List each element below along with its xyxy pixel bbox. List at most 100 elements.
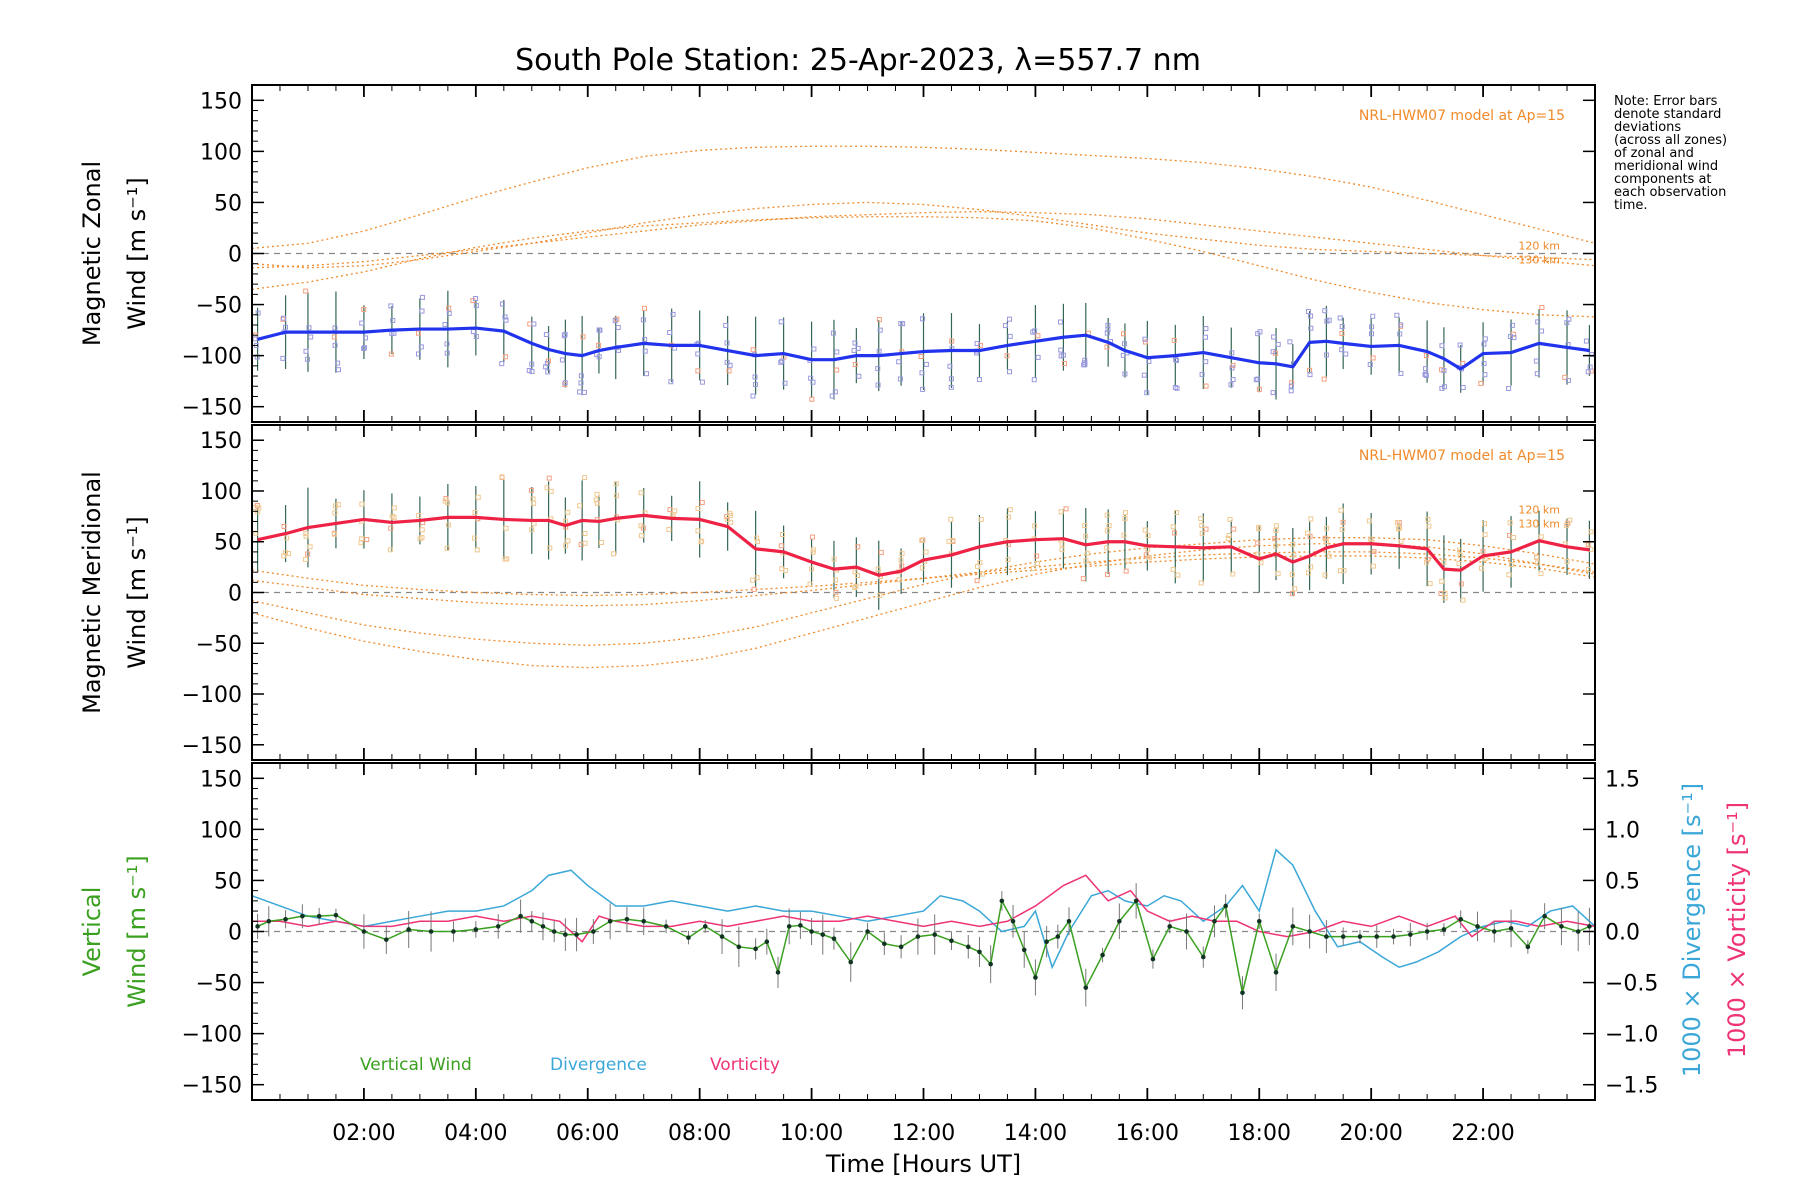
zone-mark xyxy=(419,527,425,533)
zone-mark xyxy=(666,527,672,533)
zone-mark xyxy=(1198,516,1204,522)
zone-mark xyxy=(445,522,451,528)
vertical-wind-point xyxy=(798,923,803,928)
zone-mark xyxy=(306,325,312,331)
zone-mark xyxy=(387,547,393,553)
vertical-wind-point xyxy=(1587,924,1592,929)
x-tick-label: 10:00 xyxy=(780,1121,843,1146)
zone-mark xyxy=(852,362,858,368)
zone-mark xyxy=(1122,516,1128,522)
vertical-wind-point xyxy=(1324,934,1329,939)
zone-mark xyxy=(1256,524,1262,530)
vertical-wind-point xyxy=(1133,898,1139,904)
zone-mark xyxy=(1104,528,1110,534)
zone-mark xyxy=(1567,517,1573,523)
zone-mark xyxy=(1289,380,1295,386)
zone-mark xyxy=(833,595,839,601)
zone-mark xyxy=(1307,533,1313,539)
zone-mark xyxy=(446,305,452,311)
zone-mark xyxy=(1480,548,1486,554)
zone-mark xyxy=(853,583,859,589)
zone-mark xyxy=(670,512,676,518)
zone-mark xyxy=(1305,570,1311,576)
zone-mark xyxy=(1004,353,1010,359)
vertical-wind-point xyxy=(1117,918,1122,924)
zone-mark xyxy=(1105,326,1111,332)
zone-mark xyxy=(1339,347,1345,353)
zone-mark xyxy=(1082,360,1088,366)
vertical-wind-point xyxy=(1200,954,1206,960)
y-tick-label: 150 xyxy=(200,89,242,114)
zone-mark xyxy=(778,543,784,549)
zone-mark xyxy=(1339,324,1345,330)
zone-mark xyxy=(1007,316,1013,322)
zone-mark xyxy=(1289,571,1295,577)
zone-mark xyxy=(1006,514,1012,520)
zone-mark xyxy=(503,317,509,323)
zone-mark xyxy=(1228,382,1234,388)
vertical-wind-point xyxy=(764,939,770,945)
zone-mark xyxy=(1305,309,1311,315)
zone-mark xyxy=(1255,376,1261,382)
zone-mark xyxy=(1034,553,1040,559)
y-tick-label: 50 xyxy=(214,869,242,894)
vertical-wind-point xyxy=(1100,952,1105,958)
vertical-wind-point xyxy=(1033,975,1038,980)
zone-mark xyxy=(563,543,569,549)
zone-mark xyxy=(1083,558,1089,564)
y-tick-label: 0 xyxy=(228,921,242,946)
zone-mark xyxy=(565,538,571,544)
zone-mark xyxy=(284,535,290,541)
zone-mark xyxy=(752,374,758,380)
zone-mark xyxy=(779,358,785,364)
zone-mark xyxy=(548,488,554,494)
zone-mark xyxy=(578,373,584,379)
zone-mark xyxy=(361,345,367,351)
zone-mark xyxy=(877,592,883,598)
zone-mark xyxy=(1423,371,1429,377)
zone-mark xyxy=(1441,559,1447,565)
zone-mark xyxy=(974,341,980,347)
zone-mark xyxy=(335,360,341,366)
y-tick-label: −50 xyxy=(196,632,242,657)
vertical-wind-point xyxy=(1083,985,1089,990)
zone-mark xyxy=(1338,568,1344,574)
zone-mark xyxy=(852,584,858,590)
zone-mark xyxy=(303,348,309,354)
zone-mark xyxy=(1255,551,1261,557)
vertical-wind-point xyxy=(406,927,411,932)
model-alt-label: 130 km xyxy=(1518,518,1560,531)
vertical-wind-point xyxy=(1150,956,1156,962)
vertical-wind-point xyxy=(1491,929,1497,934)
zone-mark xyxy=(782,380,788,386)
y2-tick-label: −0.5 xyxy=(1605,972,1658,997)
vertical-wind-point xyxy=(1408,932,1413,937)
zone-mark xyxy=(897,376,903,382)
zone-mark xyxy=(1562,374,1568,380)
zone-mark xyxy=(724,359,730,365)
zone-mark xyxy=(1564,320,1570,326)
zone-mark xyxy=(331,531,337,537)
zone-mark xyxy=(1395,526,1401,532)
x-tick-label: 06:00 xyxy=(556,1121,619,1146)
zone-mark xyxy=(780,532,786,538)
zone-mark xyxy=(1289,591,1295,597)
vertical-wind-point xyxy=(1256,918,1262,924)
zone-mark xyxy=(1425,516,1431,522)
zone-mark xyxy=(335,367,341,373)
zone-mark xyxy=(1338,507,1344,513)
zone-mark xyxy=(1423,373,1429,379)
zone-mark xyxy=(503,354,509,360)
vertical-wind-point xyxy=(551,929,557,934)
zone-mark xyxy=(582,531,588,537)
vertical-wind-point xyxy=(988,961,993,967)
zone-mark xyxy=(593,497,599,503)
zone-mark xyxy=(1230,571,1236,577)
zone-mark xyxy=(1307,372,1313,378)
zone-mark xyxy=(1061,360,1067,366)
zone-mark xyxy=(1006,369,1012,375)
zone-mark xyxy=(305,551,311,557)
zone-mark xyxy=(1275,341,1281,347)
zone-mark xyxy=(778,319,784,325)
zone-mark xyxy=(1080,576,1086,582)
